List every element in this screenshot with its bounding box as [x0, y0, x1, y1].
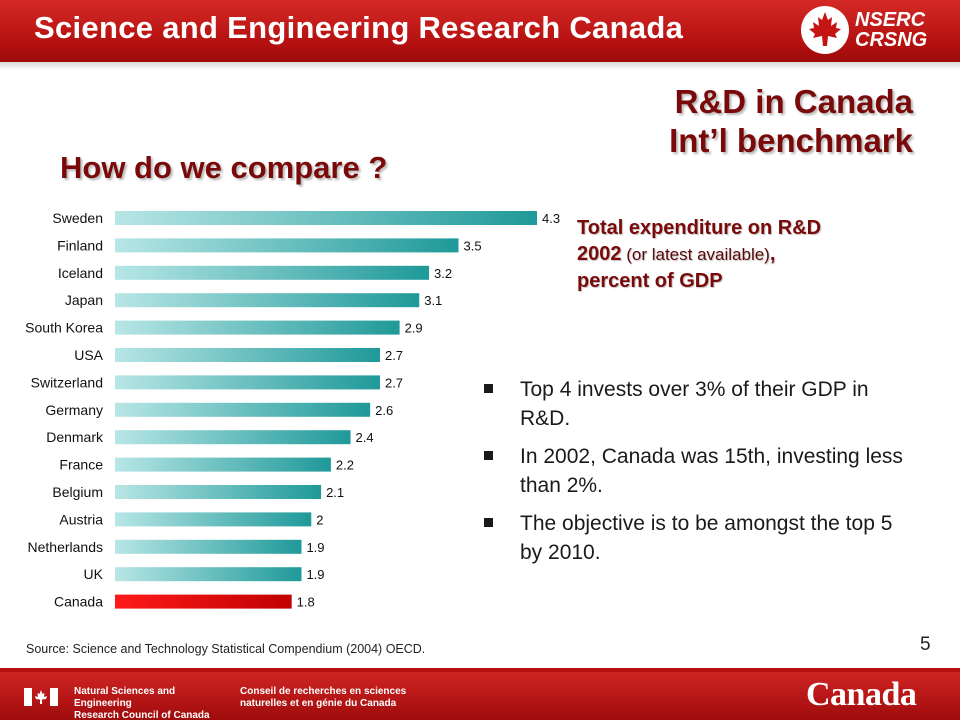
- footer-en-line-2: Research Council of Canada: [74, 710, 210, 721]
- logo-line-1: NSERC: [855, 9, 926, 31]
- value-label: 2.2: [336, 458, 354, 473]
- category-label: South Korea: [25, 320, 103, 336]
- bar-switzerland: [115, 375, 380, 390]
- category-label: Netherlands: [28, 539, 104, 555]
- category-label: Finland: [57, 237, 103, 253]
- value-label: 4.3: [542, 211, 560, 226]
- square-bullet-icon: [484, 451, 493, 460]
- bullet-item: Top 4 invests over 3% of their GDP in R&…: [484, 375, 904, 433]
- organization-title: Science and Engineering Research Canada: [34, 10, 684, 45]
- value-label: 3.5: [463, 238, 481, 253]
- maple-leaf-icon: [801, 6, 849, 54]
- footer-en-line-1: Natural Sciences and Engineering: [74, 686, 176, 709]
- source-note: Source: Science and Technology Statistic…: [26, 642, 426, 656]
- bar-france: [115, 457, 331, 472]
- value-label: 2.9: [405, 321, 423, 336]
- bar-netherlands: [115, 539, 302, 554]
- square-bullet-icon: [484, 384, 493, 393]
- compare-heading: How do we compare ?: [60, 150, 388, 185]
- canada-flag-icon: [24, 688, 58, 706]
- category-label: Japan: [65, 292, 103, 308]
- footer-bar: [0, 672, 960, 720]
- header-banner: [0, 0, 960, 62]
- bullet-text: In 2002, Canada was 15th, investing less…: [520, 445, 903, 497]
- value-label: 2.7: [385, 348, 403, 363]
- value-label: 2.4: [356, 430, 374, 445]
- value-label: 1.8: [297, 595, 315, 610]
- chart-title-year: 2002: [577, 243, 622, 265]
- footer-fr-line-1: Conseil de recherches en sciences: [240, 686, 407, 697]
- logo-line-2: CRSNG: [855, 29, 928, 51]
- category-label: Iceland: [58, 265, 103, 281]
- chart-title: Total expenditure on R&D 2002 (or latest…: [577, 215, 917, 294]
- bar-uk: [115, 567, 302, 582]
- title-line-1: R&D in Canada: [674, 83, 913, 120]
- chart-title-comma: ,: [769, 243, 776, 265]
- page-number: 5: [920, 634, 931, 655]
- bar-south-korea: [115, 320, 400, 335]
- chart-title-line-3: percent of GDP: [577, 270, 723, 292]
- value-label: 2.6: [375, 403, 393, 418]
- value-label: 2: [316, 512, 323, 527]
- category-label: USA: [74, 347, 103, 363]
- value-label: 1.9: [306, 540, 324, 555]
- category-label: Belgium: [52, 484, 103, 500]
- category-label: UK: [84, 566, 104, 582]
- slide-title: R&D in Canada Int’l benchmark: [669, 82, 913, 160]
- bar-canada: [115, 594, 292, 609]
- canada-wordmark: Canada: [806, 676, 917, 713]
- bullet-item: In 2002, Canada was 15th, investing less…: [484, 442, 904, 500]
- banner-shadow: [0, 62, 960, 70]
- value-label: 3.1: [424, 293, 442, 308]
- footer-fr-line-2: naturelles et en génie du Canada: [240, 698, 397, 709]
- bar-finland: [115, 238, 459, 253]
- square-bullet-icon: [484, 518, 493, 527]
- footer-french-name: Conseil de recherches en sciences nature…: [240, 686, 410, 710]
- category-label: Denmark: [46, 429, 104, 445]
- title-line-2: Int’l benchmark: [669, 122, 913, 159]
- bar-usa: [115, 348, 380, 362]
- bullet-text: Top 4 invests over 3% of their GDP in R&…: [520, 378, 869, 430]
- bullet-item: The objective is to be amongst the top 5…: [484, 509, 904, 567]
- value-label: 3.2: [434, 266, 452, 281]
- bar-austria: [115, 512, 312, 527]
- category-label: Germany: [45, 402, 103, 418]
- bar-iceland: [115, 265, 430, 280]
- chart-title-note: (or latest available): [621, 245, 770, 264]
- chart-title-line-1: Total expenditure on R&D: [577, 217, 822, 239]
- category-label: Switzerland: [31, 374, 103, 390]
- value-label: 1.9: [306, 567, 324, 582]
- bar-japan: [115, 293, 420, 308]
- category-label: France: [59, 457, 103, 473]
- bar-belgium: [115, 485, 322, 499]
- bar-denmark: [115, 430, 351, 445]
- value-label: 2.7: [385, 375, 403, 390]
- footer-rule: [0, 668, 960, 672]
- bar-sweden: [115, 211, 537, 225]
- value-label: 2.1: [326, 485, 344, 500]
- nserc-logo-text: NSERC CRSNG: [855, 10, 927, 50]
- footer-english-name: Natural Sciences and Engineering Researc…: [74, 686, 234, 722]
- bullet-text: The objective is to be amongst the top 5…: [520, 512, 893, 564]
- key-points-list: Top 4 invests over 3% of their GDP in R&…: [484, 375, 904, 576]
- category-label: Austria: [59, 511, 103, 527]
- category-label: Sweden: [52, 210, 103, 226]
- bar-germany: [115, 402, 371, 417]
- category-label: Canada: [54, 594, 103, 610]
